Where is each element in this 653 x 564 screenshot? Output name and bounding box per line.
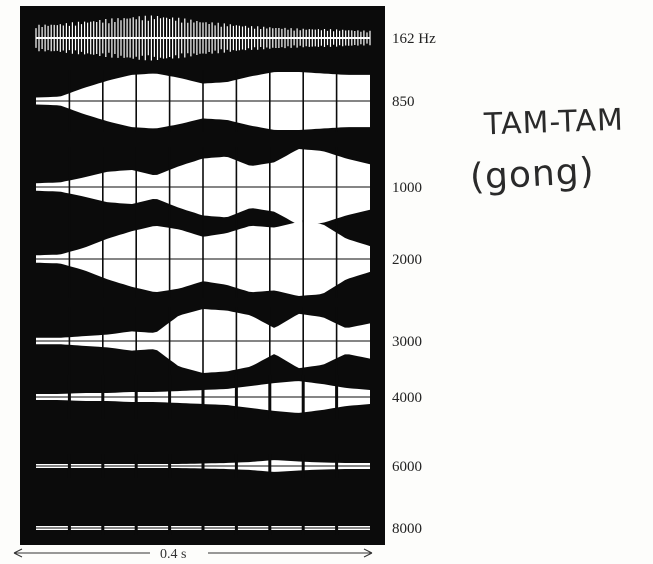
frequency-labels: 162 Hz 850 1000 2000 3000 4000 6000 8000 (392, 31, 436, 537)
band-3 (36, 220, 370, 298)
frequency-label: 6000 (392, 459, 422, 475)
band-7 (36, 521, 370, 535)
band-4 (36, 307, 370, 375)
frequency-label: 1000 (392, 180, 422, 196)
frequency-label: 8000 (392, 521, 422, 537)
frequency-bands (35, 15, 371, 535)
handwritten-subtitle: (gong) (468, 150, 596, 199)
handwritten-title: TAM-TAM (483, 102, 625, 143)
frequency-label: 850 (392, 94, 415, 110)
duration-arrow: 0.4 s (13, 547, 373, 562)
band-6 (36, 454, 370, 478)
band-1 (36, 70, 370, 132)
band-5 (36, 375, 370, 419)
duration-label: 0.4 s (160, 547, 186, 562)
frequency-label: 2000 (392, 252, 422, 268)
frequency-label: 3000 (392, 334, 422, 350)
band-2 (36, 147, 370, 227)
frequency-label: 4000 (392, 390, 422, 406)
frequency-label: 162 Hz (392, 31, 436, 47)
band-0 (35, 15, 371, 61)
